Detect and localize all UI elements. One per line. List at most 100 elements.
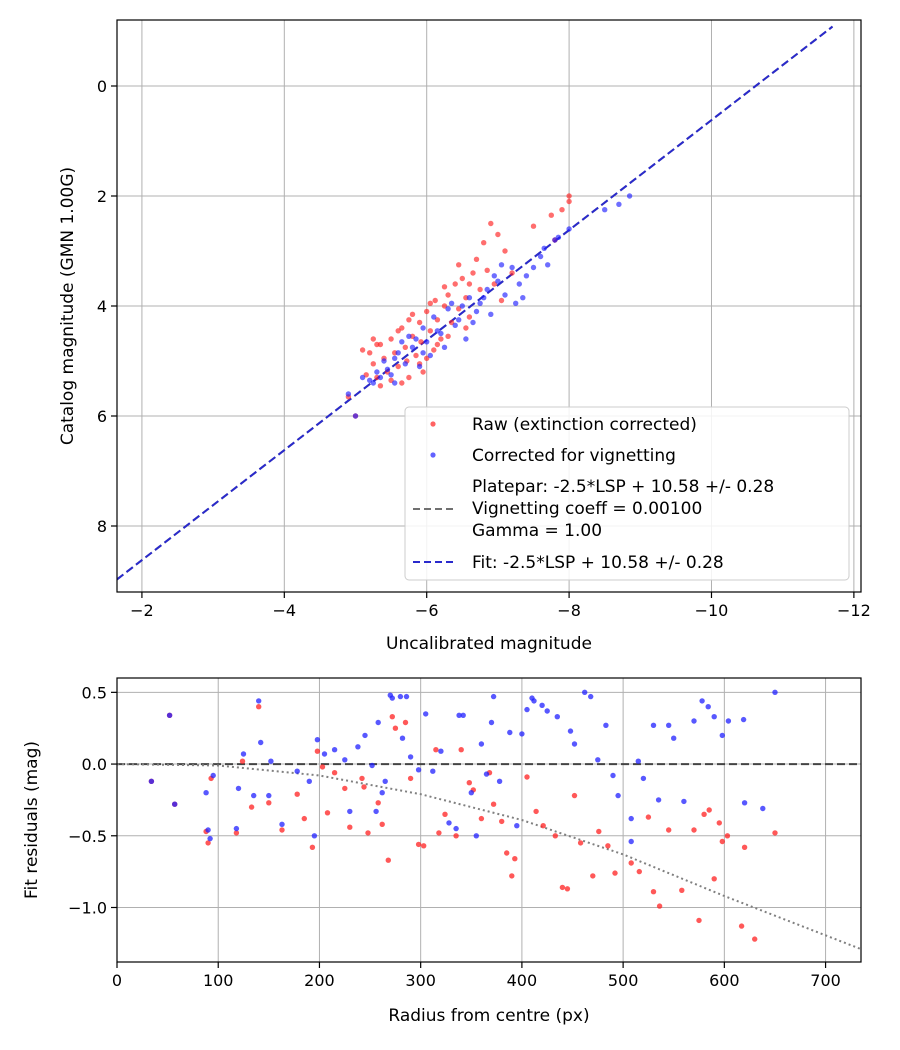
bot-corrected-point-50 <box>490 693 497 700</box>
bot-corrected-point-65 <box>595 757 601 763</box>
bot-corrected-point-10 <box>251 792 257 799</box>
top-ytick-label-2: 4 <box>97 297 107 316</box>
bot-corrected-point-27 <box>373 808 379 815</box>
legend-box <box>404 406 850 581</box>
top-corrected-point-13 <box>427 352 433 359</box>
bot-raw-point-68 <box>719 838 725 845</box>
bot-corrected-point-49 <box>488 719 495 726</box>
bot-raw-point-39 <box>499 818 505 825</box>
bot-raw-point-31 <box>433 747 439 753</box>
top-raw-point-9 <box>388 336 394 342</box>
bot-corrected-point-1 <box>166 712 173 718</box>
bot-raw-point-21 <box>365 830 371 836</box>
bot-xtick-label-0: 0 <box>112 971 122 990</box>
bot-raw-point-42 <box>512 856 518 862</box>
bot-raw-point-60 <box>666 827 672 833</box>
bot-raw-point-27 <box>402 719 409 726</box>
bot-corrected-point-15 <box>279 821 285 827</box>
bot-raw-point-73 <box>772 830 778 836</box>
top-corrected-point-29 <box>516 281 522 287</box>
bot-raw-point-45 <box>540 823 546 829</box>
top-raw-point-61 <box>434 341 441 348</box>
top-corrected-point-27 <box>502 292 508 298</box>
bot-raw-point-57 <box>645 814 652 820</box>
bot-xtick-label-4: 400 <box>507 971 538 990</box>
legend-raw-label: Raw (extinction corrected) <box>472 415 697 435</box>
bottom-plot-frame <box>116 677 862 963</box>
top-scatter-panel: −2 −4 −6 −8 −10 −12 0 2 4 6 8 Uncalibrated magnit… <box>58 19 871 654</box>
bot-corrected-point-33 <box>397 693 404 700</box>
bot-corrected-point-51 <box>496 778 503 784</box>
top-corrected-point-42 <box>384 366 391 372</box>
bot-raw-point-62 <box>691 827 697 833</box>
top-x-axis: −2 −4 −6 −8 −10 −12 <box>130 592 871 620</box>
bot-corrected-point-61 <box>567 728 574 734</box>
top-xtick-label-4: −10 <box>695 601 729 620</box>
bot-corrected-point-11 <box>256 698 262 704</box>
top-corrected-point-25 <box>488 311 494 317</box>
top-corrected-point-11 <box>420 325 426 331</box>
bot-raw-point-13 <box>301 815 307 822</box>
bot-raw-point-16 <box>319 764 326 770</box>
bot-raw-point-8 <box>248 804 255 810</box>
bot-corrected-point-2 <box>172 801 178 807</box>
top-corrected-point-28 <box>509 264 515 271</box>
bot-corrected-point-74 <box>671 735 677 741</box>
bot-xtick-label-6: 600 <box>709 971 740 990</box>
bot-xtick-label-2: 200 <box>304 971 335 990</box>
top-corrected-point-39 <box>616 201 622 207</box>
legend-platepar-line1: Platepar: -2.5*LSP + 10.58 +/- 0.28 <box>472 477 774 497</box>
bot-corrected-point-87 <box>628 838 634 845</box>
top-corrected-point-55 <box>491 273 497 279</box>
bottom-y-axis: 0.5 0.0 −0.5 −1.0 <box>68 683 117 917</box>
top-raw-point-63 <box>466 281 473 287</box>
top-corrected-point-56 <box>513 300 519 306</box>
top-xtick-label-2: −6 <box>415 601 439 620</box>
bot-raw-point-70 <box>738 923 745 929</box>
bot-raw-point-26 <box>392 725 399 731</box>
bot-raw-point-49 <box>571 792 578 799</box>
top-corrected-point-19 <box>459 303 465 309</box>
top-corrected-point-5 <box>388 372 394 378</box>
bot-corrected-point-78 <box>705 704 711 710</box>
top-corrected-point-49 <box>481 295 487 301</box>
bot-corrected-point-8 <box>235 785 242 792</box>
bot-raw-point-7 <box>239 758 246 764</box>
bot-corrected-point-85 <box>772 689 778 695</box>
top-corrected-point-7 <box>402 361 408 367</box>
top-raw-point-28 <box>445 292 451 298</box>
bot-raw-point-69 <box>724 833 731 839</box>
bot-raw-point-6 <box>233 830 240 836</box>
bot-raw-point-25 <box>389 714 395 720</box>
bot-raw-point-44 <box>533 808 539 815</box>
top-corrected-point-41 <box>377 374 384 381</box>
bot-xtick-label-7: 700 <box>810 971 841 990</box>
legend: Raw (extinction corrected) Corrected for… <box>404 406 850 581</box>
top-ytick-label-3: 6 <box>97 407 107 426</box>
top-corrected-point-33 <box>541 245 547 251</box>
top-corrected-point-53 <box>420 350 426 356</box>
bot-raw-point-28 <box>407 775 414 782</box>
top-corrected-point-43 <box>392 355 398 361</box>
top-raw-point-35 <box>470 270 476 276</box>
legend-fit-label: Fit: -2.5*LSP + 10.58 +/- 0.28 <box>472 553 724 573</box>
bot-corrected-point-53 <box>514 823 520 829</box>
bot-corrected-point-40 <box>438 748 444 754</box>
bottom-x-axis-label: Radius from centre (px) <box>388 1006 589 1026</box>
bot-corrected-point-13 <box>266 792 272 799</box>
top-points <box>345 193 633 419</box>
bot-corrected-point-54 <box>519 731 525 737</box>
bot-raw-point-77 <box>490 801 497 807</box>
bot-corrected-point-22 <box>342 757 348 763</box>
top-corrected-point-23 <box>477 300 483 306</box>
bot-corrected-point-37 <box>415 767 422 773</box>
bot-corrected-point-58 <box>539 702 545 708</box>
bot-raw-point-55 <box>628 860 634 866</box>
bot-corrected-point-12 <box>258 739 264 746</box>
bot-corrected-point-39 <box>430 768 436 774</box>
top-xtick-label-5: −12 <box>837 601 871 620</box>
bot-raw-point-15 <box>314 748 321 754</box>
bot-corrected-point-0 <box>148 778 155 784</box>
bot-ytick-label-0: 0.5 <box>82 683 107 702</box>
bot-corrected-point-77 <box>699 698 705 704</box>
